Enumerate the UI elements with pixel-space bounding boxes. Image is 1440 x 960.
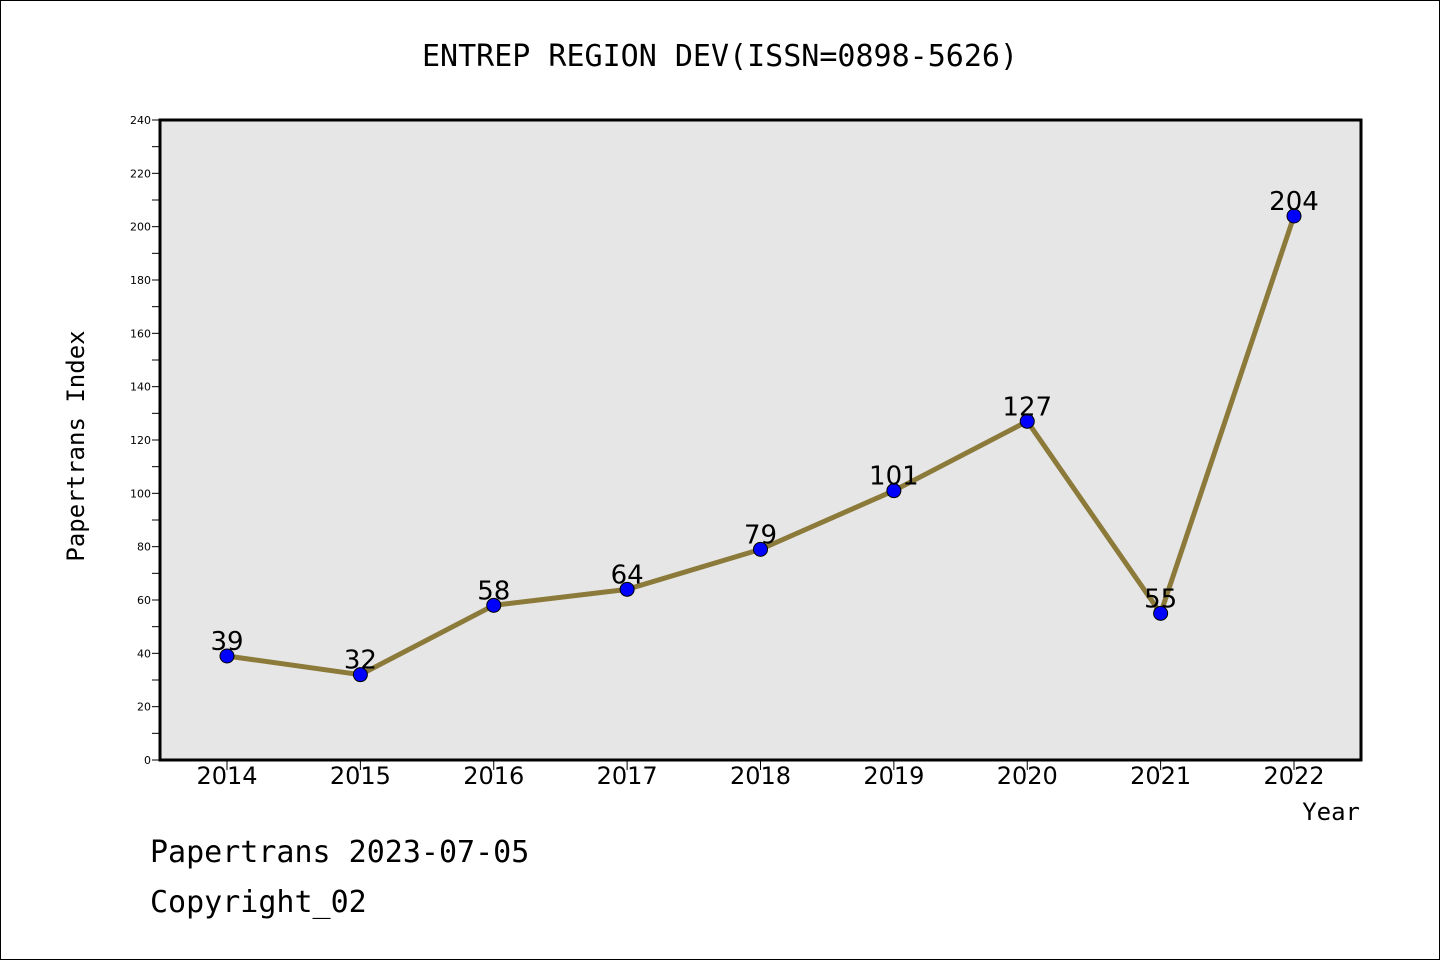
y-tick-label: 240: [130, 114, 151, 127]
x-tick-label: 2019: [863, 762, 924, 790]
x-tick-label: 2016: [463, 762, 524, 790]
y-tick-label: 80: [137, 541, 151, 554]
y-tick-label: 220: [130, 167, 151, 180]
x-tick-label: 2017: [597, 762, 658, 790]
chart-title: ENTREP REGION DEV(ISSN=0898-5626): [422, 39, 1018, 74]
x-tick-label: 2021: [1130, 762, 1191, 790]
y-tick-label: 200: [130, 221, 151, 234]
data-point: [1286, 208, 1302, 224]
data-point: [1153, 605, 1169, 621]
x-axis: 2014 2015 2016 2017 2018 2019 2020 2021 2022: [196, 760, 1325, 790]
data-label: 64: [611, 560, 644, 590]
y-tick-label: 0: [144, 754, 151, 767]
data-label: 39: [210, 627, 243, 657]
data-label: 58: [477, 576, 510, 606]
footer-copyright: Copyright_02: [150, 885, 367, 920]
y-tick-label: 180: [130, 274, 151, 287]
data-point: [219, 648, 235, 664]
x-tick-label: 2015: [330, 762, 391, 790]
y-tick-label: 120: [130, 434, 151, 447]
x-tick-label: 2022: [1263, 762, 1324, 790]
data-point: [886, 483, 902, 499]
data-points: [219, 208, 1302, 683]
footer-date: Papertrans 2023-07-05: [150, 835, 530, 870]
data-point: [486, 597, 502, 613]
y-tick-label: 40: [137, 647, 151, 660]
x-tick-label: 2020: [997, 762, 1058, 790]
plot-area: [160, 120, 1361, 760]
y-axis-label: Papertrans Index: [62, 330, 90, 561]
data-point: [619, 581, 635, 597]
y-tick-label: 20: [137, 701, 151, 714]
data-label: 204: [1269, 187, 1319, 217]
x-tick-label: 2018: [730, 762, 791, 790]
data-label: 55: [1144, 584, 1177, 614]
data-label: 127: [1002, 392, 1052, 422]
x-axis-label: Year: [1302, 798, 1360, 826]
x-tick-label: 2014: [196, 762, 257, 790]
data-point: [352, 667, 368, 683]
data-point: [1019, 413, 1035, 429]
y-tick-label: 100: [130, 487, 151, 500]
data-labels: 39 32 58 64 79 101 127 55 204: [210, 187, 1318, 676]
y-tick-label: 160: [130, 327, 151, 340]
data-label: 32: [344, 646, 377, 676]
data-label: 101: [869, 462, 919, 492]
data-label: 79: [744, 520, 777, 550]
y-tick-label: 140: [130, 381, 151, 394]
y-tick-label: 60: [137, 594, 151, 607]
data-point: [753, 541, 768, 557]
y-axis: 0 20 40 60 80 100 120 140 160 180 200 220 240: [130, 114, 160, 767]
plot-border: [158, 118, 1363, 762]
